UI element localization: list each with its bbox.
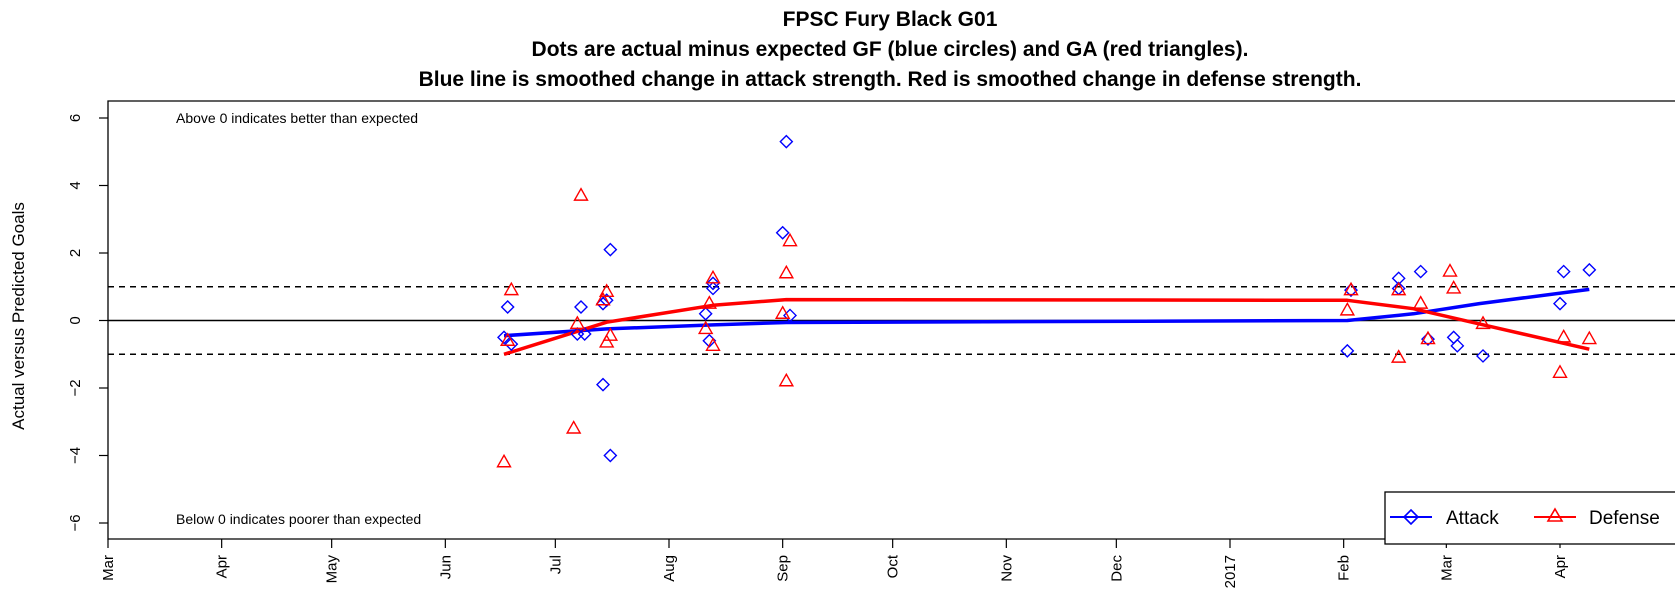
attack-point (1421, 332, 1435, 347)
defense-point (598, 334, 615, 348)
x-tick-label: 2017 (1222, 555, 1239, 588)
attack-point (1340, 343, 1355, 358)
defense-point (503, 281, 520, 296)
defense-point (705, 337, 721, 352)
x-tick-label: Apr (1552, 555, 1569, 578)
attack-point (599, 293, 614, 308)
attack-point (577, 327, 592, 341)
defense-point (499, 332, 516, 346)
legend: Attack Defense (1384, 491, 1675, 545)
attack-point (1582, 262, 1597, 277)
x-tick-label: Mar (100, 555, 117, 581)
attack-point (775, 225, 790, 240)
y-tick-label: −2 (67, 379, 84, 396)
defense-point (782, 232, 798, 247)
defense-point (778, 264, 795, 279)
attack-point (603, 242, 618, 257)
x-tick-label: May (324, 555, 341, 584)
attack-point (698, 306, 713, 321)
attack-point (504, 337, 519, 352)
x-tick-label: Oct (885, 554, 902, 578)
defense-point (1390, 281, 1407, 296)
x-tick-label: Feb (1336, 555, 1353, 581)
y-tick-label: −6 (67, 514, 84, 531)
defense-point (1420, 330, 1436, 345)
defense-point (1343, 281, 1359, 296)
y-tick-label: −4 (67, 447, 84, 464)
defense-point (602, 327, 619, 341)
legend-box (1384, 491, 1675, 545)
attack-smoothed-line (503, 287, 1590, 338)
defense-point (569, 315, 586, 330)
defense-point (1412, 295, 1429, 309)
legend-attack-label: Attack (1446, 508, 1499, 529)
attack-point (779, 134, 794, 149)
attack-point (1446, 330, 1461, 345)
annotation-above: Above 0 indicates better than expected (176, 110, 418, 126)
x-tick-label: Nov (998, 555, 1015, 582)
attack-point (1344, 283, 1358, 298)
y-tick-label: 0 (67, 316, 84, 324)
legend-attack-marker (1402, 508, 1420, 526)
defense-point (1475, 315, 1491, 330)
attack-point (500, 300, 515, 314)
defense-point (1552, 364, 1568, 379)
defense-point (1339, 301, 1356, 316)
defense-point (1442, 263, 1458, 277)
defense-point (496, 453, 512, 468)
defense-smoothed-line (503, 297, 1590, 356)
x-tick-label: Sep (775, 555, 792, 582)
legend-defense-marker (1546, 507, 1564, 522)
legend-defense-label: Defense (1589, 508, 1660, 529)
attack-point (1413, 264, 1428, 279)
defense-point (565, 420, 582, 434)
x-tick-label: Jul (547, 555, 564, 574)
attack-point (1553, 296, 1567, 311)
x-tick-label: Jun (437, 555, 454, 579)
attack-point (1450, 338, 1465, 353)
attack-point (596, 377, 610, 392)
y-axis-title: Actual versus Predicted Goals (9, 202, 28, 430)
defense-point (598, 283, 615, 298)
defense-point (595, 291, 611, 306)
chart-title: FPSC Fury Black G01 (783, 8, 998, 31)
defense-point (774, 305, 791, 319)
attack-point (706, 276, 720, 291)
x-tick-label: Apr (214, 555, 231, 578)
defense-point (1581, 330, 1598, 345)
attack-point (706, 281, 720, 296)
defense-point (697, 320, 714, 335)
attack-point (603, 448, 618, 463)
chart-subtitle-line-1: Dots are actual minus expected GF (blue … (532, 38, 1249, 61)
defense-point (1445, 280, 1462, 294)
y-tick-label: 6 (67, 114, 84, 122)
attack-point (1556, 264, 1571, 279)
annotation-below: Below 0 indicates poorer than expected (176, 511, 421, 527)
defense-point (701, 295, 718, 309)
x-tick-label: Dec (1108, 555, 1125, 582)
defense-point (1390, 349, 1407, 363)
plot-area: −6 −4 −2 0 2 4 6 Mar Apr May Jun Jul Aug Sep Oct Nov Dec… (67, 100, 1675, 588)
chart-subtitle-line-2: Blue line is smoothed change in attack s… (419, 68, 1362, 91)
y-tick-label: 2 (67, 249, 84, 257)
defense-point (705, 269, 721, 284)
defense-point (778, 372, 795, 387)
attack-point (1476, 348, 1490, 363)
y-tick-label: 4 (67, 181, 84, 189)
attack-point (574, 300, 588, 314)
defense-point (1555, 328, 1572, 343)
defense-point (573, 187, 589, 201)
x-tick-label: Aug (661, 555, 678, 582)
x-tick-label: Mar (1438, 555, 1455, 581)
